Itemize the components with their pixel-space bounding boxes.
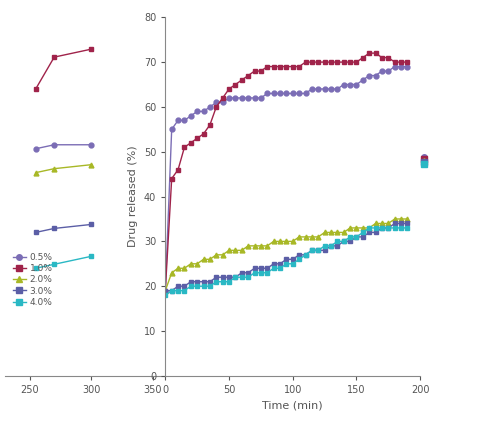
Legend: 0.5%, 1.0%, 2.0%, 3.0%, 4.0%: 0.5%, 1.0%, 2.0%, 3.0%, 4.0% — [13, 253, 53, 307]
Y-axis label: Drug released (%): Drug released (%) — [128, 146, 138, 248]
Legend: 0.5%, 1.0%, 2.0%, 3.0%, 4.0%: 0.5%, 1.0%, 2.0%, 3.0%, 4.0% — [424, 157, 428, 165]
X-axis label: Time (min): Time (min) — [262, 400, 323, 410]
